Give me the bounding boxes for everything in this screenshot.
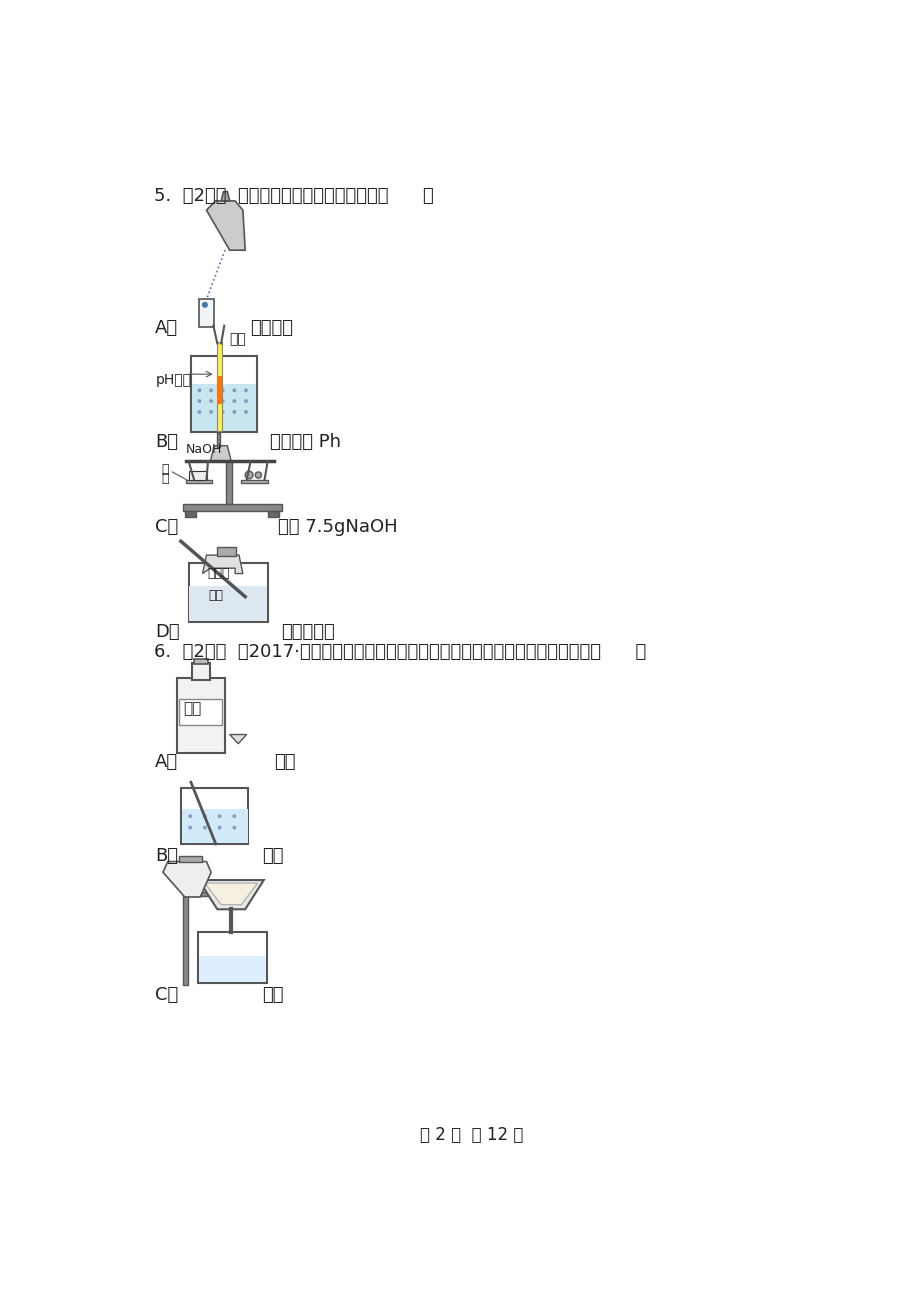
Bar xyxy=(183,504,282,512)
Bar xyxy=(191,357,256,432)
Circle shape xyxy=(203,814,207,818)
Bar xyxy=(240,479,268,483)
Text: 过滤: 过滤 xyxy=(262,986,283,1004)
Bar xyxy=(191,663,210,680)
Text: 称取 7.5gNaOH: 称取 7.5gNaOH xyxy=(278,518,397,536)
Text: B．: B． xyxy=(155,434,178,452)
Polygon shape xyxy=(221,191,230,201)
Bar xyxy=(188,471,207,479)
Bar xyxy=(183,892,232,896)
Text: 第 2 页  共 12 页: 第 2 页 共 12 页 xyxy=(419,1126,523,1144)
Circle shape xyxy=(244,400,247,404)
Circle shape xyxy=(218,825,221,829)
Circle shape xyxy=(233,410,236,414)
Bar xyxy=(178,857,201,862)
Circle shape xyxy=(188,825,192,829)
Polygon shape xyxy=(205,883,257,905)
Bar xyxy=(216,342,221,431)
Text: 粗盐: 粗盐 xyxy=(183,702,201,716)
Bar xyxy=(198,932,267,983)
Text: 取样: 取样 xyxy=(274,753,295,771)
Circle shape xyxy=(245,471,253,479)
Bar xyxy=(176,678,225,753)
Circle shape xyxy=(244,388,247,392)
Circle shape xyxy=(209,388,213,392)
Bar xyxy=(189,586,267,621)
Text: A．: A． xyxy=(155,753,178,771)
Text: 浓硫酸: 浓硫酸 xyxy=(207,566,230,579)
Bar xyxy=(183,871,187,984)
Text: 一水: 一水 xyxy=(209,589,223,602)
Circle shape xyxy=(188,814,192,818)
Circle shape xyxy=(244,410,247,414)
Circle shape xyxy=(198,400,201,404)
Text: 溶解: 溶解 xyxy=(262,846,283,865)
Text: NaOH: NaOH xyxy=(186,444,221,457)
Bar xyxy=(185,512,196,517)
Circle shape xyxy=(255,471,261,478)
Text: D．: D． xyxy=(155,622,180,641)
Circle shape xyxy=(233,825,236,829)
Polygon shape xyxy=(210,445,231,461)
Circle shape xyxy=(233,814,236,818)
Text: A．: A． xyxy=(155,319,178,337)
Bar xyxy=(179,699,221,724)
Polygon shape xyxy=(230,734,246,743)
Circle shape xyxy=(221,388,224,392)
Text: 稀释浓硫酸: 稀释浓硫酸 xyxy=(281,622,335,641)
Circle shape xyxy=(233,388,236,392)
Text: 片: 片 xyxy=(162,471,169,484)
Text: C．: C． xyxy=(155,986,178,1004)
Polygon shape xyxy=(206,201,245,250)
Bar xyxy=(199,299,214,327)
Text: 倾倒液体: 倾倒液体 xyxy=(250,319,293,337)
Bar xyxy=(194,659,208,664)
Polygon shape xyxy=(199,880,264,909)
Text: C．: C． xyxy=(155,518,178,536)
Circle shape xyxy=(203,825,207,829)
Circle shape xyxy=(198,410,201,414)
Text: 测定溶液 Ph: 测定溶液 Ph xyxy=(269,434,341,452)
Bar xyxy=(217,547,235,556)
Circle shape xyxy=(218,814,221,818)
Text: 6.  （2分）  （2017·泉港模拟）粗盐提纯实验的部分操作如图所示，其中错误的是（      ）: 6. （2分） （2017·泉港模拟）粗盐提纯实验的部分操作如图所示，其中错误的… xyxy=(153,643,645,661)
Circle shape xyxy=(233,400,236,404)
Circle shape xyxy=(209,410,213,414)
Circle shape xyxy=(229,889,238,898)
Bar xyxy=(216,376,221,404)
Bar xyxy=(191,384,255,431)
Circle shape xyxy=(221,400,224,404)
Bar xyxy=(186,479,211,483)
Bar xyxy=(225,461,232,504)
Bar xyxy=(181,788,248,844)
Text: 纸: 纸 xyxy=(162,462,169,475)
Circle shape xyxy=(209,400,213,404)
Circle shape xyxy=(221,410,224,414)
Text: 镊子: 镊子 xyxy=(230,332,246,346)
Bar xyxy=(216,434,221,447)
Circle shape xyxy=(202,302,207,307)
Text: B．: B． xyxy=(155,846,178,865)
Polygon shape xyxy=(163,862,210,897)
Bar xyxy=(181,810,247,844)
Bar xyxy=(268,512,279,517)
Circle shape xyxy=(198,388,201,392)
Polygon shape xyxy=(202,555,243,574)
Text: 5.  （2分）  下列图示的实验操作正确的是（      ）: 5. （2分） 下列图示的实验操作正确的是（ ） xyxy=(153,187,433,204)
Bar xyxy=(199,956,266,983)
Text: pH试纸: pH试纸 xyxy=(156,374,192,388)
Bar xyxy=(188,562,267,622)
